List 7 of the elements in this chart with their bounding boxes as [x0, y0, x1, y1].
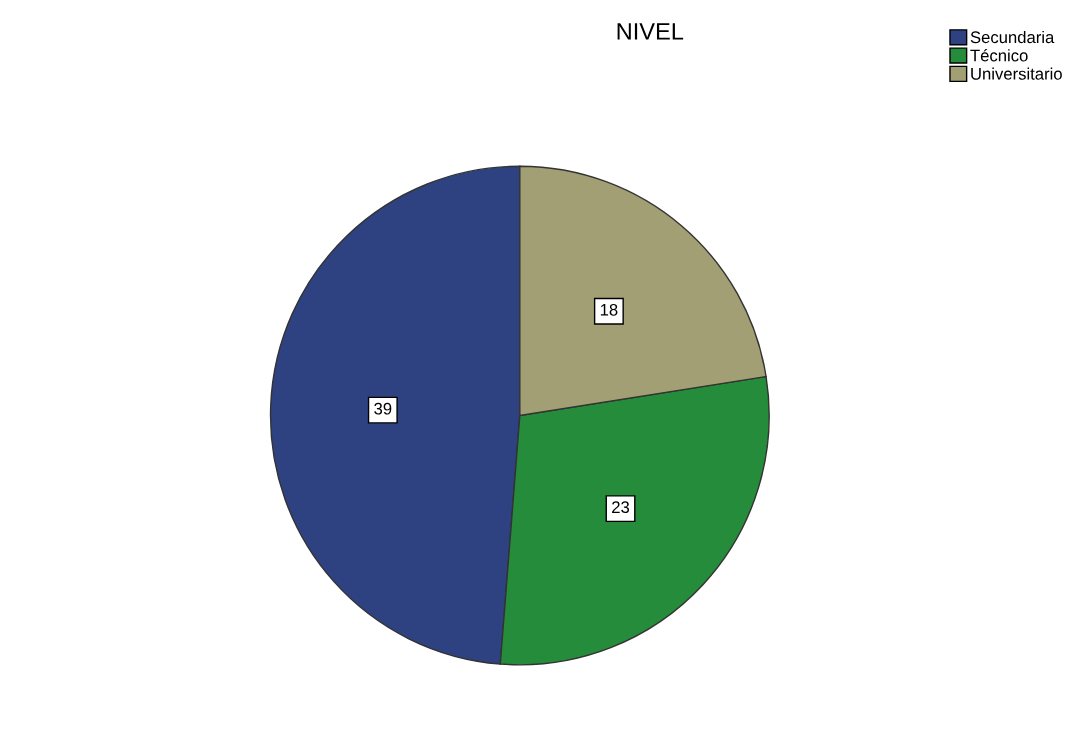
legend-label: Universitario — [971, 67, 1062, 80]
legend-label: Secundaria — [970, 30, 1055, 44]
legend-label: Técnico — [970, 49, 1028, 62]
data-label: 39 — [374, 402, 392, 415]
data-label: 23 — [612, 501, 630, 514]
chart-title: NIVEL — [617, 23, 684, 40]
data-label: 18 — [600, 303, 618, 316]
